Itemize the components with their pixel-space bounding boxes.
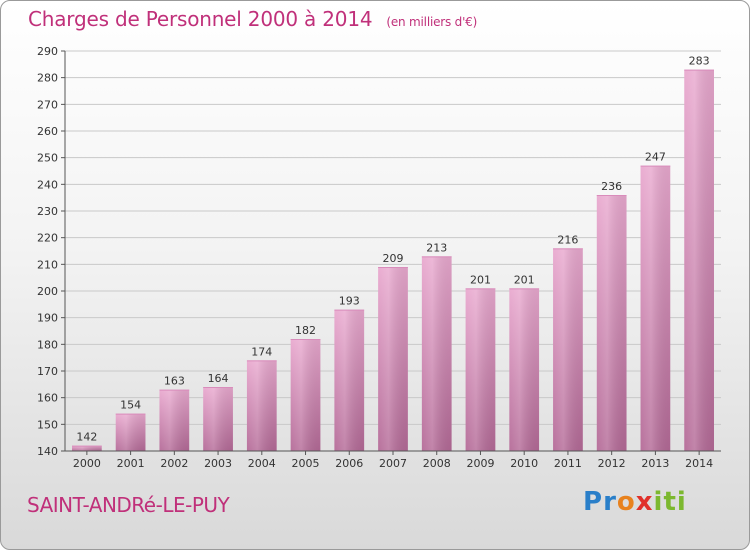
city-name: SAINT-ANDRé-LE-PUY — [27, 493, 230, 517]
data-label: 163 — [164, 375, 185, 388]
chart-subtitle: (en milliers d'€) — [386, 15, 478, 29]
bar-shine — [421, 256, 452, 451]
bar-shine — [115, 413, 146, 451]
y-tick-label: 190 — [37, 312, 58, 325]
y-tick-label: 150 — [37, 418, 58, 431]
x-tick-label: 2013 — [641, 457, 669, 470]
x-tick-label: 2012 — [598, 457, 626, 470]
x-tick-label: 2011 — [554, 457, 582, 470]
y-tick-label: 290 — [37, 45, 58, 58]
x-tick-label: 2014 — [685, 457, 713, 470]
y-tick-label: 140 — [37, 445, 58, 458]
data-label: 216 — [557, 233, 578, 246]
data-label: 213 — [426, 241, 447, 254]
bar-shine — [509, 288, 540, 451]
x-tick-label: 2001 — [117, 457, 145, 470]
bar-shine — [684, 69, 715, 452]
data-label: 201 — [514, 273, 535, 286]
y-tick-label: 230 — [37, 205, 58, 218]
x-tick-label: 2005 — [292, 457, 320, 470]
logo-letter: x — [635, 487, 654, 517]
logo-letter: i — [653, 487, 664, 517]
bar-shine — [246, 360, 277, 451]
chart-title-text: Charges de Personnel 2000 à 2014 — [28, 7, 373, 31]
bar-shine — [159, 389, 190, 451]
x-tick-label: 2004 — [248, 457, 276, 470]
y-tick-label: 240 — [37, 178, 58, 191]
y-tick-label: 210 — [37, 258, 58, 271]
proxiti-logo: Proxiti — [583, 487, 687, 517]
data-labels: 142 154 163 164 174 182 193 209 213 201 201 216 236 2… — [76, 55, 709, 444]
data-label: 164 — [208, 372, 229, 385]
data-label: 193 — [339, 295, 360, 308]
data-label: 182 — [295, 324, 316, 337]
x-tick-label: 2000 — [73, 457, 101, 470]
x-tick-label: 2007 — [379, 457, 407, 470]
logo-letter: r — [603, 487, 617, 517]
bar-shine — [465, 288, 496, 451]
x-tick-label: 2002 — [160, 457, 188, 470]
y-tick-label: 220 — [37, 232, 58, 245]
axes: 140 150 160 170 180 190 200 210 220 230 240 250 260 2… — [37, 45, 721, 470]
x-tick-label: 2009 — [466, 457, 494, 470]
data-label: 201 — [470, 273, 491, 286]
x-tick-label: 2008 — [423, 457, 451, 470]
x-tick-label: 2003 — [204, 457, 232, 470]
bar-shine — [334, 309, 365, 451]
data-label: 174 — [251, 345, 272, 358]
bar-shine — [71, 445, 102, 451]
y-tick-label: 160 — [37, 392, 58, 405]
y-tick-label: 280 — [37, 72, 58, 85]
y-tick-label: 180 — [37, 338, 58, 351]
x-tick-label: 2006 — [335, 457, 363, 470]
bar-shine — [290, 339, 321, 451]
logo-letter: t — [663, 487, 677, 517]
data-label: 283 — [689, 55, 710, 68]
y-tick-label: 170 — [37, 365, 58, 378]
logo-letter: P — [583, 487, 604, 517]
y-tick-label: 200 — [37, 285, 58, 298]
bar-shine — [553, 248, 583, 451]
bar-shine — [203, 387, 233, 451]
data-label: 209 — [383, 252, 404, 265]
chart-title: Charges de Personnel 2000 à 2014 (en mill… — [28, 7, 477, 31]
data-label: 236 — [601, 180, 622, 193]
data-label: 154 — [120, 399, 141, 412]
y-tick-label: 250 — [37, 152, 58, 165]
logo-letter: o — [616, 487, 636, 517]
data-label: 142 — [76, 431, 97, 444]
y-tick-label: 260 — [37, 125, 58, 138]
bars — [71, 69, 715, 452]
x-tick-label: 2010 — [510, 457, 538, 470]
bar-shine — [378, 267, 408, 451]
y-tick-label: 270 — [37, 98, 58, 111]
bar-shine — [640, 165, 671, 451]
logo-letter: i — [676, 487, 687, 517]
bar-shine — [596, 195, 627, 451]
data-label: 247 — [645, 151, 666, 164]
